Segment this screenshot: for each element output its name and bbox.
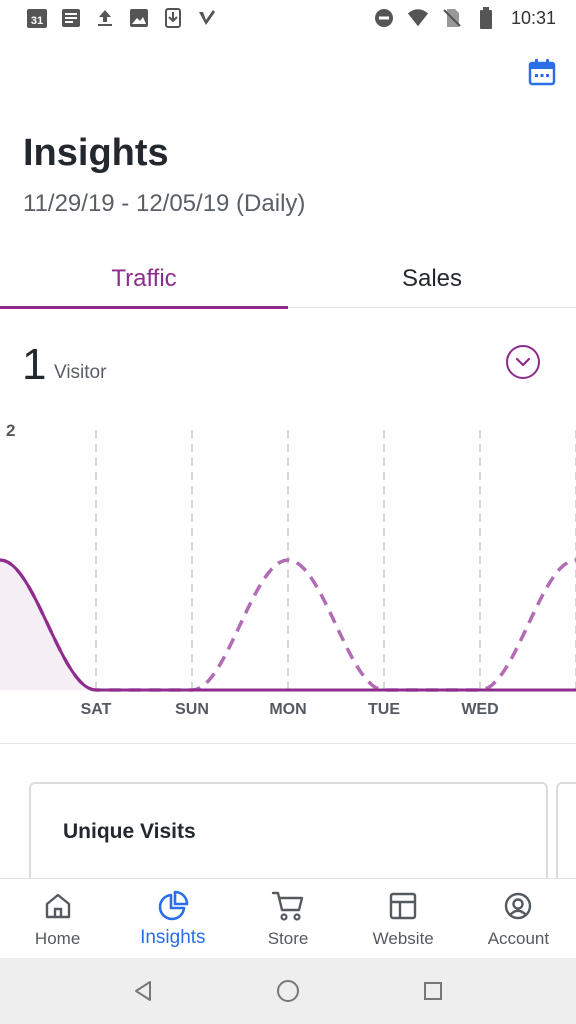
series-solid-line — [0, 558, 576, 692]
layout-icon — [386, 889, 420, 923]
traffic-chart: 2 SAT SUN MON TUE WED — [0, 421, 576, 718]
tab-bar: Traffic Sales — [0, 250, 576, 309]
metric-dropdown-button[interactable] — [505, 344, 541, 380]
x-tick-label: MON — [269, 701, 306, 718]
metric-value: 1 — [22, 340, 47, 389]
download-icon — [162, 7, 184, 29]
calendar-icon: 31 — [26, 7, 48, 29]
system-nav-bar — [0, 958, 576, 1024]
dnd-icon — [373, 7, 395, 29]
nav-account[interactable]: Account — [461, 879, 576, 958]
series-area-fill — [0, 560, 576, 690]
y-tick-label: 2 — [6, 421, 15, 440]
x-tick-label: SAT — [81, 701, 112, 718]
back-triangle-icon — [134, 981, 151, 1001]
card-title: Unique Visits — [63, 820, 196, 843]
tab-traffic[interactable]: Traffic — [0, 250, 288, 309]
x-tick-label: SUN — [175, 701, 209, 718]
chevron-down-icon — [506, 345, 540, 379]
nav-insights-label: Insights — [140, 927, 206, 948]
nav-store[interactable]: Store — [230, 879, 345, 958]
upload-icon — [94, 7, 116, 29]
system-home-button[interactable] — [273, 976, 303, 1006]
nav-home[interactable]: Home — [0, 879, 115, 958]
status-bar: 31 — [0, 0, 576, 36]
system-back-button[interactable] — [128, 976, 158, 1006]
nav-website-label: Website — [372, 929, 434, 948]
nav-store-label: Store — [267, 929, 309, 948]
bottom-nav: Home Insights Store Website Account — [0, 878, 576, 958]
no-sim-icon — [441, 7, 463, 29]
wifi-icon — [407, 7, 429, 29]
system-recents-button[interactable] — [418, 976, 448, 1006]
battery-icon — [475, 7, 497, 29]
date-picker-button[interactable] — [526, 56, 558, 88]
nav-website[interactable]: Website — [346, 879, 461, 958]
x-tick-label: WED — [461, 701, 498, 718]
home-circle-icon — [276, 980, 299, 1002]
calendar-day-text: 31 — [31, 15, 43, 27]
recents-square-icon — [424, 982, 443, 1000]
status-icons-left: 31 — [26, 7, 218, 29]
document-icon — [60, 7, 82, 29]
nav-account-label: Account — [487, 929, 550, 948]
tab-sales[interactable]: Sales — [401, 265, 463, 292]
pie-chart-icon — [156, 889, 190, 923]
image-icon — [128, 7, 150, 29]
metric-label: Visitor — [54, 362, 107, 383]
date-range: 11/29/19 - 12/05/19 (Daily) — [23, 190, 306, 217]
check-icon — [196, 7, 218, 29]
nav-home-label: Home — [34, 929, 81, 948]
home-icon — [41, 889, 75, 923]
cart-icon — [271, 889, 305, 923]
account-icon — [501, 889, 535, 923]
calendar-picker-icon — [528, 59, 556, 86]
page-title: Insights — [23, 132, 169, 174]
x-tick-label: TUE — [368, 701, 400, 718]
chart-divider — [0, 743, 576, 744]
status-icons-right: 10:31 — [373, 7, 556, 29]
nav-insights[interactable]: Insights — [115, 879, 230, 958]
status-time: 10:31 — [510, 7, 556, 28]
